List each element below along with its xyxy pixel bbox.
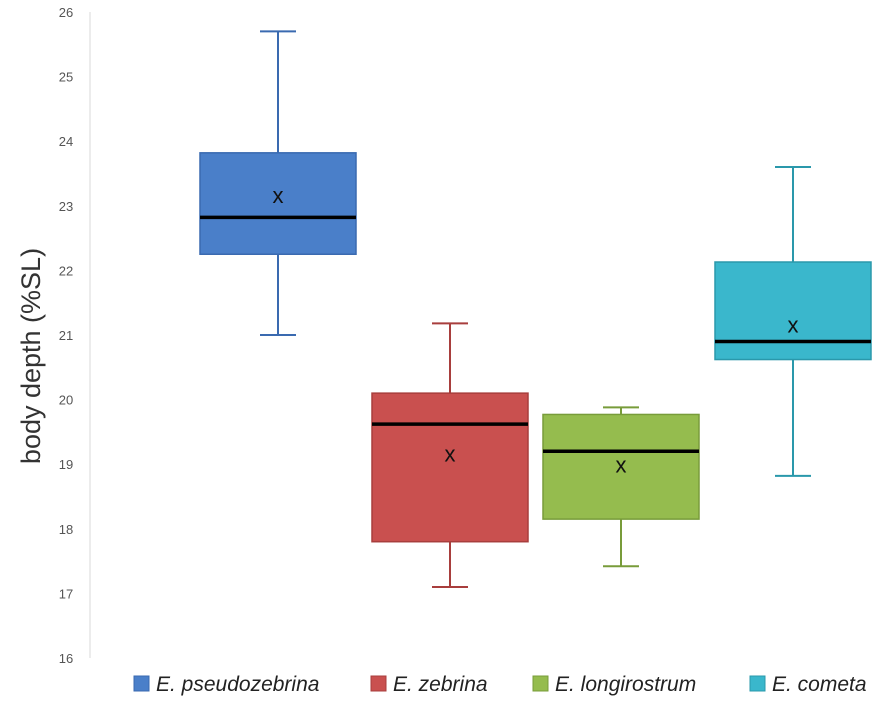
box-3: x bbox=[542, 406, 700, 568]
box-1: x bbox=[199, 30, 357, 336]
legend-item-1: E. pseudozebrina bbox=[133, 673, 319, 696]
legend-item-4: E. cometa bbox=[749, 673, 867, 696]
y-tick-label: 17 bbox=[59, 586, 73, 601]
box-series: x x x x bbox=[199, 30, 872, 588]
y-axis-ticks: 16 17 18 19 20 21 22 23 24 25 26 bbox=[59, 5, 73, 666]
y-tick-label: 18 bbox=[59, 522, 73, 537]
y-tick-label: 23 bbox=[59, 199, 73, 214]
iqr-box bbox=[542, 413, 700, 520]
y-tick-label: 21 bbox=[59, 328, 73, 343]
legend-item-3: E. longirostrum bbox=[532, 673, 696, 696]
box-4: x bbox=[714, 166, 872, 477]
y-tick-label: 26 bbox=[59, 5, 73, 20]
y-tick-label: 25 bbox=[59, 70, 73, 85]
legend-swatch bbox=[370, 675, 387, 692]
legend-item-2: E. zebrina bbox=[370, 673, 488, 696]
legend-swatch bbox=[133, 675, 150, 692]
y-tick-label: 19 bbox=[59, 457, 73, 472]
y-tick-label: 22 bbox=[59, 263, 73, 278]
legend-swatch bbox=[532, 675, 549, 692]
legend-label: E. zebrina bbox=[393, 673, 488, 696]
box-2: x bbox=[371, 322, 529, 588]
mean-marker: x bbox=[273, 183, 284, 208]
mean-marker: x bbox=[788, 312, 799, 337]
iqr-box bbox=[714, 261, 872, 361]
y-tick-label: 16 bbox=[59, 651, 73, 666]
y-tick-label: 24 bbox=[59, 134, 73, 149]
iqr-box bbox=[371, 392, 529, 543]
mean-marker: x bbox=[445, 442, 456, 467]
mean-marker: x bbox=[616, 452, 627, 477]
legend-label: E. pseudozebrina bbox=[156, 673, 319, 696]
legend-label: E. longirostrum bbox=[555, 673, 696, 696]
iqr-box bbox=[199, 152, 357, 255]
legend: E. pseudozebrina E. zebrina E. longirostru… bbox=[133, 673, 867, 696]
y-tick-label: 20 bbox=[59, 393, 73, 408]
legend-label: E. cometa bbox=[772, 673, 867, 696]
legend-swatch bbox=[749, 675, 766, 692]
y-axis-title: body depth (%SL) bbox=[16, 248, 46, 464]
